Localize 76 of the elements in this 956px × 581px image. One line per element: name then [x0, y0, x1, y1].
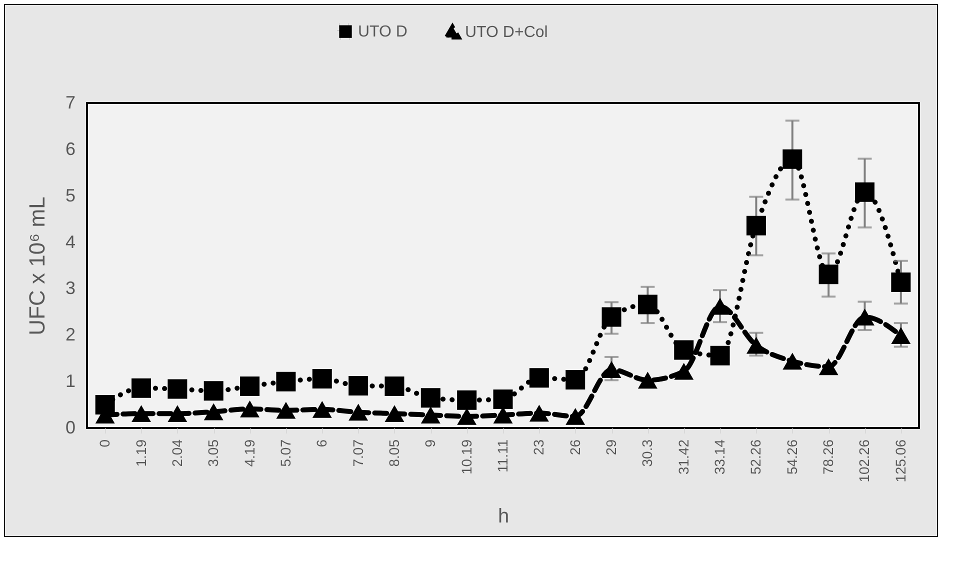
point — [95, 395, 115, 415]
x-tick-label: 54.26 — [784, 439, 800, 475]
point — [782, 352, 802, 370]
point — [420, 388, 440, 408]
x-axis-title: h — [498, 505, 510, 528]
legend-label: UTO D+Col — [465, 24, 548, 42]
point — [457, 408, 477, 425]
x-tick-label: 125.06 — [892, 439, 908, 482]
point — [674, 340, 694, 360]
x-tick-label: 26 — [566, 439, 583, 456]
point — [168, 405, 188, 422]
y-axis-title: UFC x 10⁶ mL — [24, 196, 50, 336]
point — [420, 406, 440, 424]
x-tick-label: 78.26 — [820, 439, 836, 475]
point — [276, 372, 296, 392]
y-tick-label: 1 — [65, 371, 76, 392]
point — [529, 368, 549, 388]
point — [891, 272, 911, 292]
x-tick-label: 23 — [530, 439, 547, 456]
x-tick-label: 8.05 — [386, 439, 402, 467]
x-tick-label: 4.19 — [241, 439, 258, 467]
x-tick-label: 11.11 — [494, 439, 510, 472]
y-tick-label: 2 — [65, 324, 76, 345]
point — [638, 294, 658, 314]
point — [240, 400, 260, 418]
y-tick-label: 6 — [65, 138, 76, 159]
x-tick-label: 5.07 — [277, 439, 294, 467]
point — [204, 403, 224, 420]
point — [818, 264, 838, 284]
point — [782, 149, 802, 169]
x-tick-label: 1.19 — [132, 439, 149, 467]
point — [493, 389, 513, 409]
point — [384, 376, 404, 396]
x-tick-label: 2.04 — [168, 439, 185, 467]
point — [132, 405, 152, 422]
point — [854, 182, 874, 202]
x-tick-label: 0 — [96, 439, 113, 448]
point — [348, 376, 368, 396]
x-tick-label: 3.05 — [205, 439, 222, 467]
point — [384, 405, 404, 422]
x-tick-label: 10.19 — [458, 439, 474, 475]
x-tick-label: 31.42 — [675, 439, 692, 475]
y-tick-label: 3 — [65, 278, 76, 298]
point — [312, 400, 332, 418]
point — [276, 402, 296, 419]
x-tick-label: 29 — [603, 439, 620, 456]
point — [168, 379, 188, 399]
point — [240, 376, 260, 396]
x-tick-label: 33.14 — [712, 439, 728, 475]
x-tick-label: 52.26 — [748, 439, 764, 475]
point — [746, 216, 766, 236]
legend-label: UTO D — [358, 24, 408, 41]
point — [566, 408, 586, 425]
point — [457, 390, 477, 410]
point — [204, 381, 224, 401]
y-tick-label: 7 — [65, 92, 76, 112]
y-tick-label: 5 — [65, 185, 76, 206]
point — [746, 336, 766, 354]
x-tick-label: 102.26 — [856, 439, 872, 482]
point — [818, 358, 838, 376]
point — [132, 378, 152, 398]
point — [710, 346, 730, 366]
point — [529, 404, 549, 422]
point — [312, 369, 332, 389]
y-tick-label: 4 — [65, 232, 76, 252]
point — [566, 370, 586, 390]
point — [602, 361, 622, 378]
point — [348, 404, 368, 421]
x-tick-label: 9 — [422, 439, 438, 448]
x-tick-label: 7.07 — [350, 439, 366, 467]
point — [602, 307, 622, 327]
point — [891, 327, 911, 344]
x-tick-label: 30.3 — [639, 439, 656, 467]
x-tick-label: 6 — [314, 439, 330, 448]
point — [674, 362, 694, 380]
point — [638, 372, 658, 389]
